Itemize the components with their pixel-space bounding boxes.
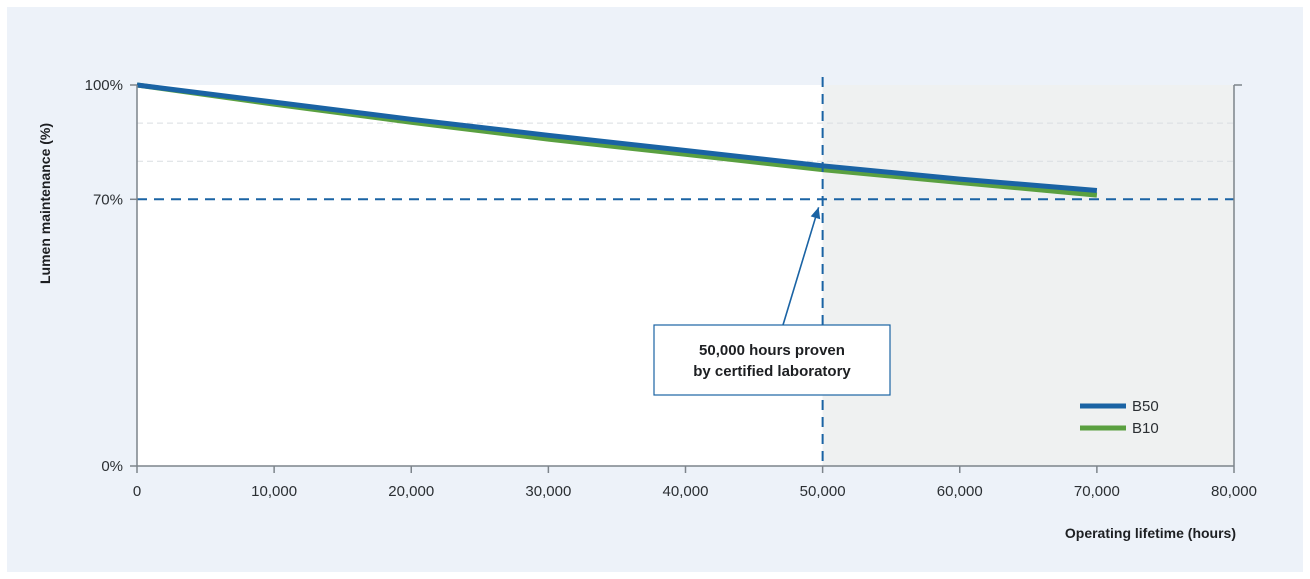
annotation-arrow-head: [810, 207, 821, 220]
annotation-text-line: 50,000 hours proven: [699, 342, 845, 359]
x-tick-label: 30,000: [525, 483, 571, 500]
y-tick-label: 0%: [101, 458, 123, 475]
x-tick-label: 40,000: [663, 483, 709, 500]
shaded-region: [822, 85, 1234, 466]
lumen-maintenance-chart: 0 10,000 20,000 30,000 40,000 50,000 60,000 70,…: [37, 77, 1257, 541]
x-tick-label: 20,000: [388, 483, 434, 500]
chart-frame: 0 10,000 20,000 30,000 40,000 50,000 60,000 70,…: [7, 7, 1303, 572]
x-tick-label: 10,000: [251, 483, 297, 500]
x-tick-label: 0: [133, 483, 141, 500]
plot-area: [137, 85, 823, 466]
x-axis-title: Operating lifetime (hours): [1065, 525, 1236, 541]
legend-label-b50: B50: [1132, 398, 1159, 415]
annotation-arrow-line: [782, 207, 820, 326]
y-tick-label: 100%: [85, 77, 123, 94]
annotation-box: [653, 324, 891, 396]
y-axis-title: Lumen maintenance (%): [37, 123, 53, 284]
annotation-text-line: by certified laboratory: [693, 363, 851, 380]
legend-label-b10: B10: [1132, 420, 1159, 437]
y-tick-label: 70%: [93, 191, 123, 208]
series-line-b50: [136, 82, 1098, 193]
x-tick-label: 60,000: [937, 483, 983, 500]
x-tick-label: 70,000: [1074, 483, 1120, 500]
x-tick-label: 80,000: [1211, 483, 1257, 500]
x-tick-label: 50,000: [800, 483, 846, 500]
